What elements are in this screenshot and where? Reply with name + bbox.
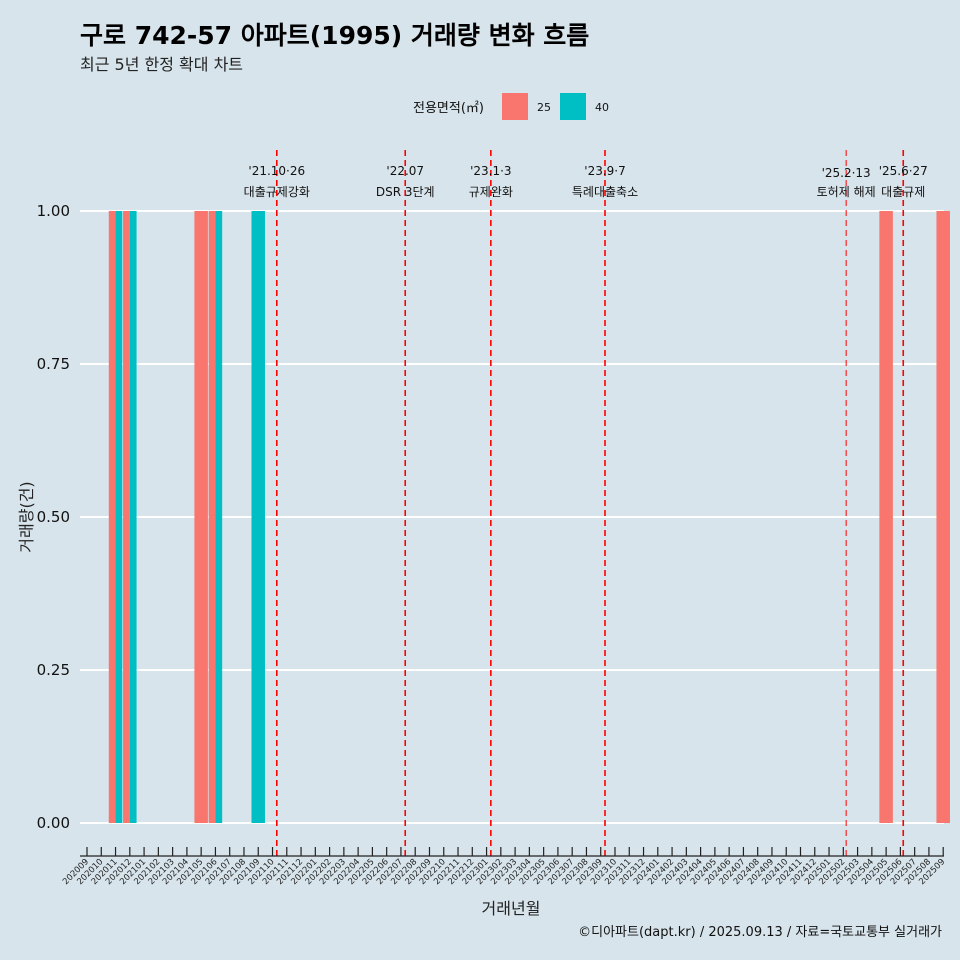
bars: [108, 211, 950, 823]
y-tick-label: 1.00: [37, 202, 70, 220]
bar-40-202011: [115, 211, 123, 823]
chart-subtitle: 최근 5년 한정 확대 차트: [80, 55, 243, 74]
bar-25-202505: [879, 211, 893, 823]
bar-25-202509: [936, 211, 950, 823]
event-date: '23.1·3: [470, 164, 511, 178]
gridlines: [80, 210, 944, 824]
legend-swatch-40: [560, 93, 586, 120]
chart-title: 구로 742-57 아파트(1995) 거래량 변화 흐름: [80, 21, 589, 50]
event-lines: '21.10·26 대출규제강화 '22.07 DSR 3단계 '23.1·3 규제완화 '…: [244, 150, 928, 856]
event-label: 대출규제강화: [244, 185, 310, 199]
caption: ©디아파트(dapt.kr) / 2025.09.13 / 자료=국토교통부 실…: [578, 925, 942, 940]
bar-40-202012: [129, 211, 137, 823]
event-label: 토허제 해제: [817, 185, 876, 199]
event-label: 규제완화: [469, 185, 513, 199]
event-label: 특례대출축소: [572, 185, 638, 199]
bar-25-202012: [123, 211, 130, 823]
y-axis-ticks: 0.00 0.25 0.50 0.75 1.00: [37, 202, 70, 832]
event-date: '25.6·27: [879, 164, 928, 178]
y-tick-label: 0.00: [37, 814, 70, 832]
bar-40-202106: [215, 211, 223, 823]
x-axis-label: 거래년월: [482, 899, 541, 918]
y-tick-label: 0.75: [37, 355, 70, 373]
event-label: DSR 3단계: [376, 185, 435, 199]
event-date: '23.9·7: [584, 164, 625, 178]
legend-label-25: 25: [537, 101, 551, 114]
legend-title: 전용면적(㎡): [413, 101, 484, 116]
x-axis: 2020092020102020112020122021012021022021…: [61, 847, 947, 887]
legend: 전용면적(㎡) 25 40: [413, 93, 609, 120]
event-label: 대출규제: [881, 185, 925, 199]
event-date: '25.2·13: [822, 166, 871, 180]
legend-swatch-25: [502, 93, 528, 120]
y-tick-label: 0.25: [37, 661, 70, 679]
y-tick-label: 0.50: [37, 508, 70, 526]
event-date: '22.07: [386, 164, 424, 178]
bar-40-202109: [251, 211, 265, 823]
bar-25-202011: [108, 211, 116, 823]
legend-label-40: 40: [595, 101, 609, 114]
bar-25-202105: [194, 211, 208, 823]
bar-25-202106: [208, 211, 216, 823]
y-axis-label: 거래량(건): [17, 481, 36, 552]
event-date: '21.10·26: [248, 164, 305, 178]
